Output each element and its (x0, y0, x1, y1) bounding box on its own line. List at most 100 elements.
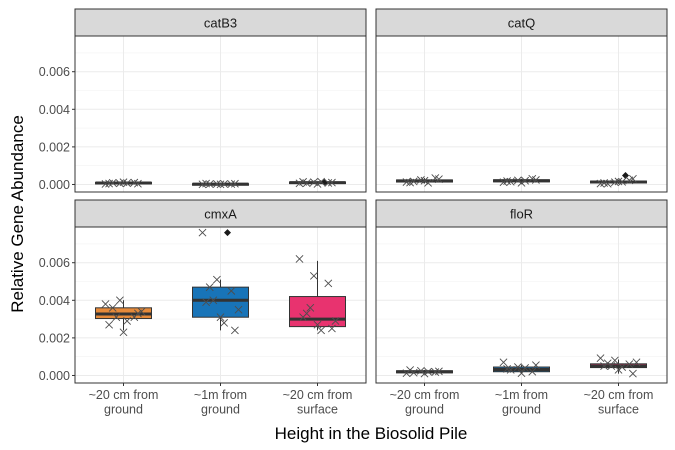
jitter-point (324, 279, 333, 288)
jitter-point (115, 296, 124, 305)
facet-panel-catQ: catQ (375, 8, 668, 193)
jitter-point (420, 369, 429, 378)
jitter-point (531, 361, 540, 370)
jitter-point (409, 368, 418, 377)
jitter-point (618, 177, 627, 186)
jitter-point (123, 317, 132, 325)
jitter-point (205, 283, 214, 292)
box-0 (396, 174, 453, 187)
jitter-point (632, 358, 641, 367)
jitter-point (209, 296, 218, 305)
jitter-point (105, 320, 114, 329)
box-2 (289, 255, 346, 335)
x-tick-label: surface (297, 403, 338, 417)
jitter-point (610, 356, 619, 365)
facet-strip (375, 8, 668, 37)
y-tick-label: 0.006 (39, 65, 70, 79)
jitter-point (317, 326, 326, 335)
jitter-point (324, 179, 333, 187)
y-tick-label: 0.002 (39, 331, 70, 345)
jitter-point (137, 307, 146, 316)
jitter-point (202, 298, 211, 307)
jitter-point (327, 178, 336, 187)
facet-strip (375, 199, 668, 228)
jitter-point (327, 324, 336, 333)
jitter-point (302, 309, 311, 318)
facet-strip-label: catB3 (204, 16, 237, 31)
jitter-point (331, 317, 340, 325)
jitter-point (618, 363, 627, 371)
facet-strip (74, 199, 367, 228)
y-axis-cmxA: 0.000 0.002 0.004 0.006 (39, 256, 75, 383)
x-tick-label: ground (502, 403, 541, 417)
jitter-point (101, 300, 110, 308)
box-0 (95, 178, 152, 188)
jitter-point (402, 178, 411, 186)
jitter-point (216, 313, 225, 322)
y-axes: 0.000 0.002 0.004 0.006 0.000 0.002 0.004 0.006 (39, 65, 75, 383)
facet-panel-cmxA: cmxA (74, 199, 367, 384)
jitter-point (499, 358, 508, 367)
panel-grid (376, 36, 667, 192)
jitter-point (614, 365, 623, 374)
box-0 (95, 296, 152, 337)
jitter-point (230, 179, 239, 188)
jitter-point (212, 179, 221, 188)
jitter-point (628, 369, 637, 378)
jitter-point (506, 177, 515, 186)
jitter-point (406, 366, 415, 374)
jitter-point (220, 318, 229, 327)
y-axis-catB3: 0.000 0.002 0.004 0.006 (39, 65, 75, 192)
y-tick-label: 0.000 (39, 178, 70, 192)
jitter-point (123, 179, 132, 188)
y-tick-label: 0.006 (39, 256, 70, 270)
box-2 (590, 171, 647, 188)
facet-panel-floR: floR (375, 199, 668, 384)
y-tick-label: 0.000 (39, 369, 70, 383)
jitter-point (625, 360, 634, 369)
panel-border (375, 35, 668, 193)
box-0 (396, 366, 453, 378)
y-axis-title: Relative Gene Abundance (8, 115, 27, 313)
x-tick-label: ground (104, 403, 143, 417)
x-tick-label: ~20 cm from (89, 388, 159, 402)
facet-panels: catB3 catQ cmxA floR (74, 8, 668, 384)
jitter-point (416, 366, 425, 375)
jitter-point (133, 179, 142, 188)
jitter-point (521, 176, 530, 185)
jitter-point (212, 275, 221, 284)
facet-strip (74, 8, 367, 37)
box-2 (289, 177, 346, 188)
jitter-point (313, 179, 322, 188)
jitter-point (220, 179, 229, 188)
jitter-point (108, 303, 117, 312)
facet-strip-label: cmxA (204, 207, 237, 222)
x-tick-label: ~20 cm from (584, 388, 654, 402)
jitter-point (302, 179, 311, 188)
jitter-point (227, 180, 236, 189)
jitter-point (306, 303, 315, 312)
jitter-point (528, 367, 537, 376)
x-tick-label: ~1m from (194, 388, 247, 402)
box-iqr (192, 286, 249, 318)
jitter-point (424, 178, 433, 187)
y-tick-label: 0.002 (39, 140, 70, 154)
x-tick-label: ~20 cm from (283, 388, 353, 402)
jitter-point (506, 365, 515, 374)
facet-strip-label: catQ (508, 16, 535, 31)
jitter-point (108, 178, 117, 187)
x-tick-label: ~20 cm from (390, 388, 460, 402)
jitter-point (112, 313, 121, 322)
jitter-point (216, 180, 225, 189)
box-1 (493, 174, 550, 187)
jitter-point (434, 175, 443, 184)
y-tick-label: 0.004 (39, 294, 70, 308)
jitter-point (230, 326, 239, 335)
box-1 (493, 358, 550, 378)
jitter-point (600, 362, 609, 371)
jitter-point (313, 320, 322, 329)
